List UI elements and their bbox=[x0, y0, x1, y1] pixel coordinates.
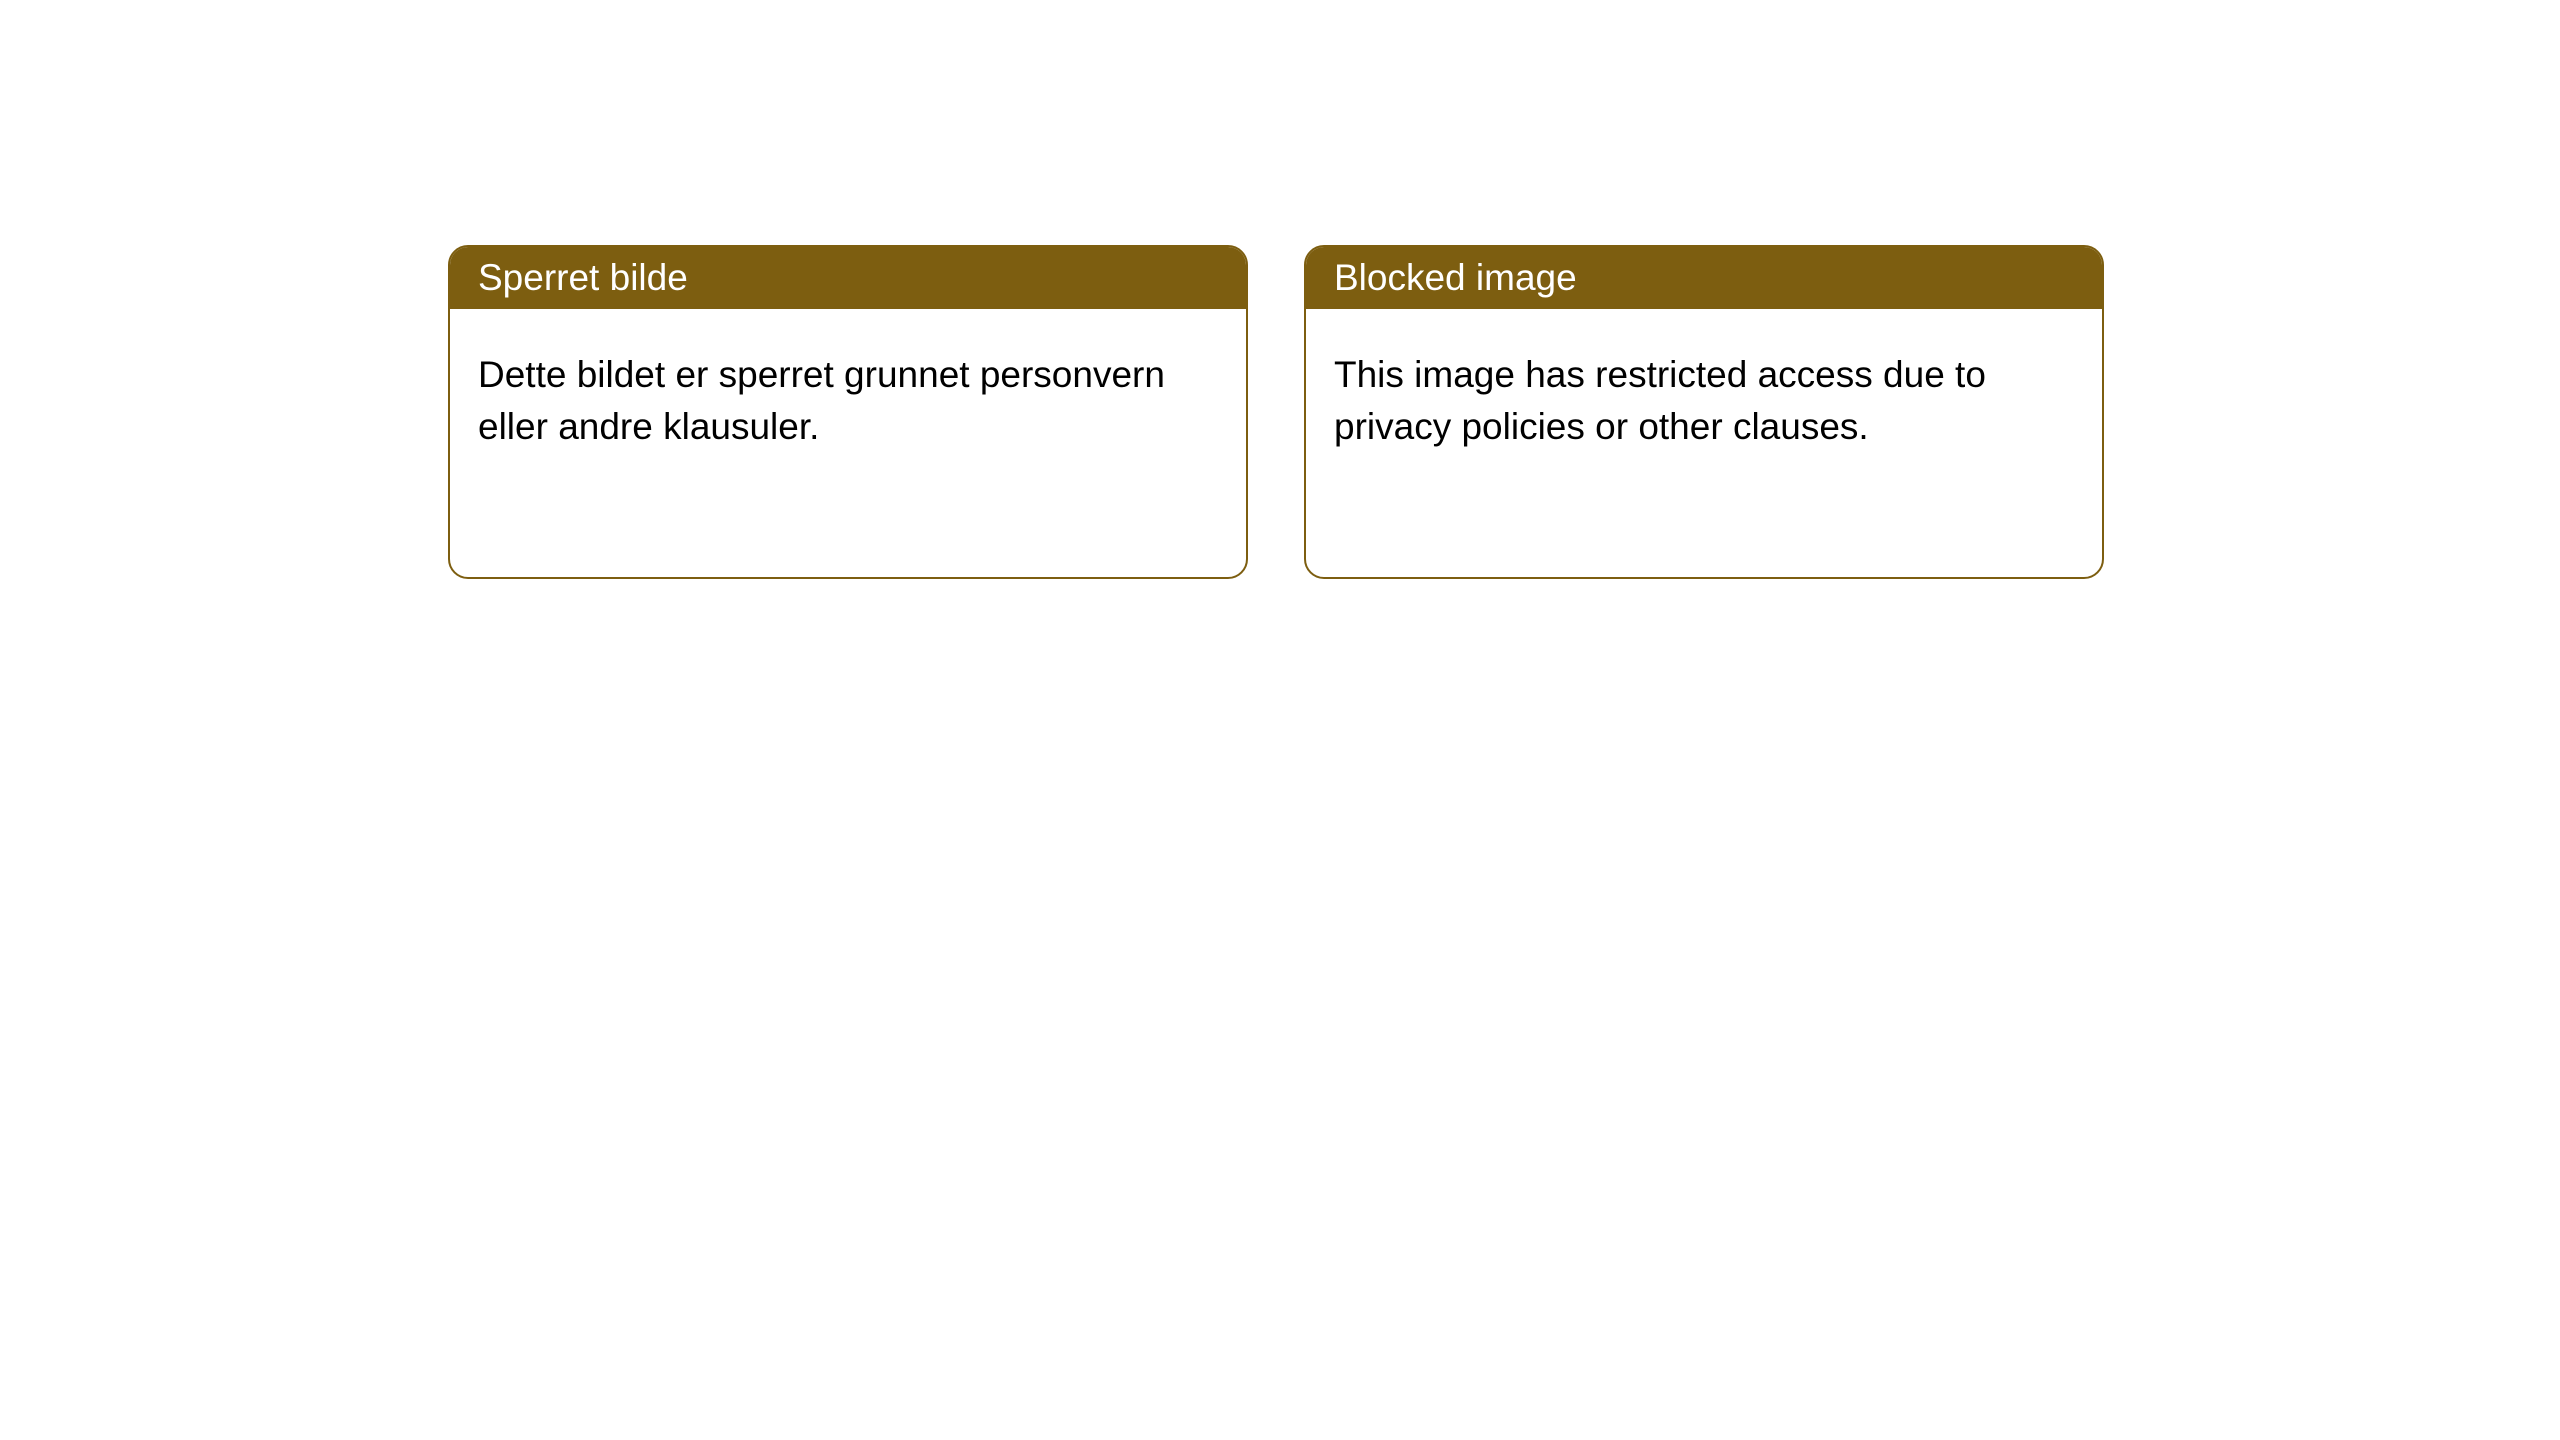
notice-header: Blocked image bbox=[1306, 247, 2102, 309]
notice-body: This image has restricted access due to … bbox=[1306, 309, 2102, 493]
notice-box-english: Blocked image This image has restricted … bbox=[1304, 245, 2104, 579]
notice-container: Sperret bilde Dette bildet er sperret gr… bbox=[0, 0, 2560, 579]
notice-body: Dette bildet er sperret grunnet personve… bbox=[450, 309, 1246, 493]
notice-box-norwegian: Sperret bilde Dette bildet er sperret gr… bbox=[448, 245, 1248, 579]
notice-header: Sperret bilde bbox=[450, 247, 1246, 309]
